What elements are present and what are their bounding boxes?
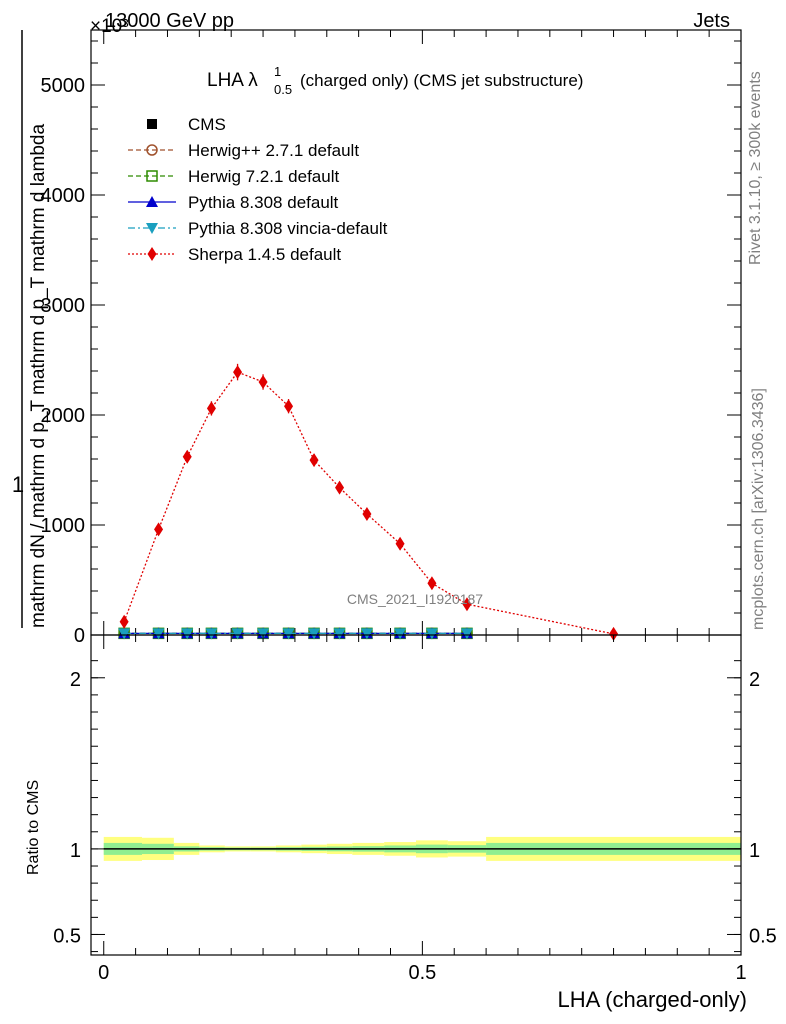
series-point-5-12: [462, 597, 472, 612]
series-point-5-9: [362, 507, 372, 521]
series-point-5-3: [206, 401, 216, 416]
main-ylabel: 1 mathrm dN / mathrm d p_T mathrm d p_T …: [12, 30, 49, 628]
series-5: [119, 363, 619, 641]
main-ytick-label-1: 1000: [41, 515, 86, 537]
legend-label-1: Herwig++ 2.7.1 default: [188, 141, 359, 160]
title-rest: (charged only) (CMS jet substructure): [300, 71, 583, 90]
main-ytick-label-4: 4000: [41, 185, 86, 207]
header-jets-label: Jets: [693, 10, 730, 32]
main-ytick-label-2: 2000: [41, 405, 86, 427]
series-point-4-2: [181, 628, 194, 640]
ratio-ylabel: Ratio to CMS: [25, 780, 42, 875]
series-point-5-2: [182, 449, 192, 464]
rivet-label: Rivet 3.1.10, ≥ 300k events: [747, 71, 764, 265]
legend-marker-3: [146, 196, 158, 207]
series-point-5-5: [258, 375, 268, 389]
ratio-ytick-label-2: 2: [70, 669, 81, 691]
series-4: [118, 628, 473, 640]
series-point-4-12: [460, 628, 473, 640]
legend: CMS Herwig++ 2.7.1 default Herwig 7.2.1 de…: [128, 115, 388, 264]
series-line-5: [123, 371, 614, 635]
ratio-frame: [90, 634, 742, 956]
series-point-4-8: [333, 628, 346, 640]
plot-title: LHA λ 1 0.5 (charged only) (CMS jet subs…: [207, 64, 583, 97]
title-superscript: 1: [274, 64, 281, 79]
legend-label-4: Pythia 8.308 vincia-default: [188, 219, 388, 238]
header-exponent: ×10³: [90, 16, 129, 37]
ratio-ytick-label-1: 1: [70, 840, 81, 862]
legend-label-3: Pythia 8.308 default: [188, 193, 339, 212]
legend-marker-0: [147, 119, 157, 129]
series-point-5-10: [395, 536, 405, 551]
title-subscript: 0.5: [274, 82, 292, 97]
series-point-4-9: [360, 628, 373, 640]
analysis-watermark: CMS_2021_I1920187: [347, 591, 483, 607]
ratio-ytick-label-0: 0.5: [53, 925, 81, 947]
ratio-xtick-label-2: 1: [735, 962, 746, 984]
mcplots-label: mcplots.cern.ch [arXiv:1306.3436]: [750, 388, 767, 630]
legend-marker-4: [146, 223, 158, 234]
ylabel-one: 1: [12, 472, 24, 497]
legend-item-0: CMS: [147, 115, 226, 134]
legend-marker-1: [146, 144, 158, 156]
series-point-4-10: [394, 628, 407, 640]
series-point-5-11: [427, 576, 437, 591]
series-point-5-0: [119, 614, 129, 629]
legend-item-3: Pythia 8.308 default: [128, 193, 339, 212]
ratio-xtick-label-0: 0: [98, 962, 109, 984]
series-point-4-1: [152, 628, 165, 640]
header-energy-label: 13000 GeV pp: [105, 10, 234, 32]
ratio-ytick-label-right-1: 1: [749, 840, 760, 862]
series-point-4-3: [205, 628, 218, 640]
series-point-4-4: [231, 628, 244, 640]
series-point-5-7: [309, 453, 319, 468]
series-point-4-0: [118, 628, 131, 640]
main-ytick-label-0: 0: [74, 625, 85, 647]
main-plot: 0 1000 2000 3000 4000 5000: [41, 29, 742, 647]
main-ytick-label-5: 5000: [41, 75, 86, 97]
series-point-4-5: [257, 628, 270, 640]
series-point-5-13: [609, 626, 619, 641]
legend-label-5: Sherpa 1.4.5 default: [188, 245, 341, 264]
series-point-5-1: [154, 522, 164, 537]
legend-item-2: Herwig 7.2.1 default: [128, 167, 339, 186]
legend-label-2: Herwig 7.2.1 default: [188, 167, 339, 186]
legend-item-5: Sherpa 1.4.5 default: [128, 245, 341, 264]
series-point-5-8: [335, 480, 345, 495]
legend-item-1: Herwig++ 2.7.1 default: [128, 141, 359, 160]
series-point-5-6: [284, 399, 294, 414]
ratio-xlabel: LHA (charged-only): [557, 987, 747, 1012]
series-point-5-4: [233, 365, 243, 380]
title-main: LHA λ: [207, 70, 258, 91]
ratio-ytick-label-right-2: 2: [749, 669, 760, 691]
series-point-4-6: [282, 628, 295, 640]
main-ytick-label-3: 3000: [41, 295, 86, 317]
legend-marker-5: [147, 247, 157, 261]
ratio-ytick-label-right-0: 0.5: [749, 925, 777, 947]
ylabel-denominator: mathrm dN / mathrm d p_T mathrm d p_T ma…: [28, 124, 49, 628]
legend-item-4: Pythia 8.308 vincia-default: [128, 219, 388, 238]
legend-marker-2: [146, 170, 158, 182]
legend-label-0: CMS: [188, 115, 226, 134]
series-point-4-7: [308, 628, 321, 640]
ratio-plot: 0.5 0.51 12 20 0.5 1: [53, 634, 777, 984]
ratio-xtick-label-1: 0.5: [408, 962, 436, 984]
series-point-4-11: [425, 628, 438, 640]
